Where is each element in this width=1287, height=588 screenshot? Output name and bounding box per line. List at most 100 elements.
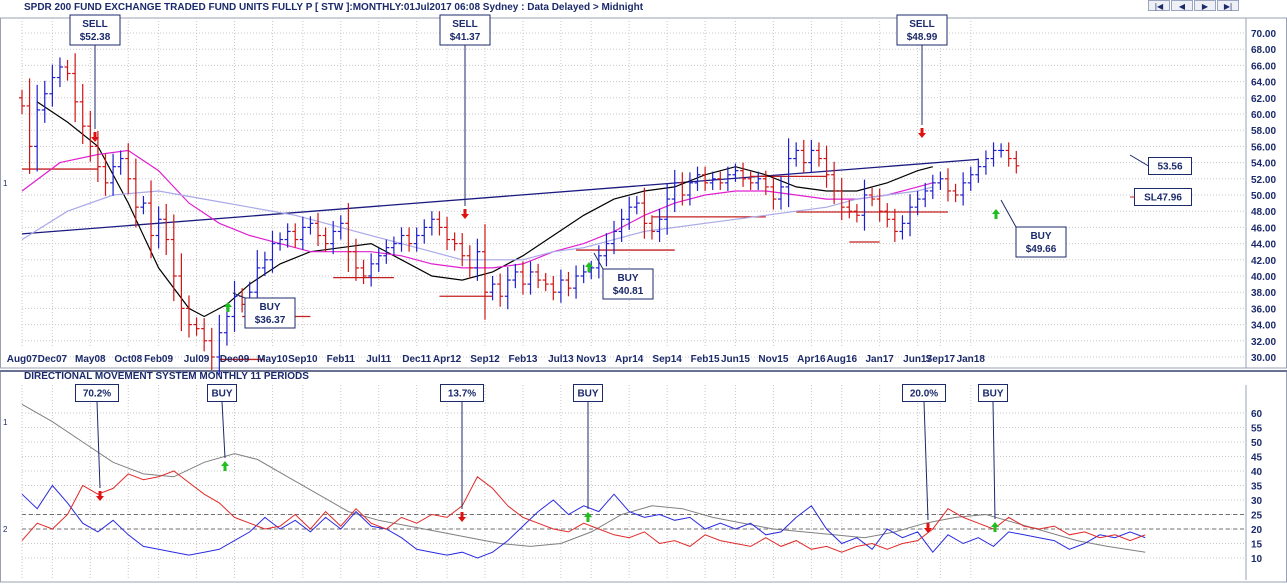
ohlc-bar [853,204,860,223]
moving-average-long [21,186,933,261]
indicator-tick-label: 35 [1251,482,1263,493]
sell-arrow-icon [918,128,926,138]
ohlc-bar [292,223,299,248]
price-signal-sell-text: SELL [452,19,478,30]
ohlc-bar [231,280,238,332]
price-callout: 53.56 [1148,157,1192,175]
price-tick-label: 56.00 [1251,142,1276,153]
ohlc-bar [383,239,390,264]
ohlc-bar [664,183,671,235]
ohlc-bar [550,276,557,301]
ohlc-bar [922,182,929,208]
x-tick-label: Jul09 [184,354,210,365]
ohlc-bar [747,171,754,190]
price-signal-buy-text: $49.66 [1026,244,1057,255]
ohlc-bar [459,233,466,267]
buy-arrow-icon [221,461,229,471]
ohlc-bar [466,245,473,279]
price-signal-sell-text: $48.99 [907,32,938,43]
price-signal-sell-text: SELL [909,19,935,30]
dmi-signal-buy-text: BUY [577,389,598,400]
ohlc-bar [421,219,428,244]
ohlc-bar [679,172,686,206]
ohlc-bar [299,216,306,251]
ohlc-bar [618,208,625,242]
ohlc-bar [907,194,914,237]
nav-first-button[interactable]: |◀ [1148,0,1170,11]
ohlc-bar [717,171,724,190]
buy-arrow-icon [584,512,592,522]
price-tick-label: 52.00 [1251,175,1276,186]
ohlc-bar [611,220,618,255]
signal-leader-line [923,401,929,521]
price-callout: SL47.96 [1134,188,1192,206]
ohlc-bar [702,166,709,191]
ohlc-bar [315,212,322,247]
ohlc-bar [626,196,633,230]
ohlc-bar [322,227,329,252]
ohlc-bar [201,318,208,352]
ohlc-bar [778,176,784,210]
dmi-signal-sell: 13.7% [440,384,484,402]
buy-arrow-icon [224,302,232,312]
sell-arrow-icon [91,132,99,142]
price-tick-label: 62.00 [1251,94,1276,105]
ohlc-bar [838,177,845,221]
price-tick-label: 34.00 [1251,321,1276,332]
price-tick-label: 46.00 [1251,223,1276,234]
ohlc-bar [656,208,663,242]
indicator-tick-label: 40 [1251,467,1263,478]
ohlc-bar [375,247,382,272]
signal-leader-line [593,252,604,270]
ohlc-bar [937,171,944,190]
ohlc-bar [861,179,868,231]
nav-last-button[interactable]: ▶| [1217,0,1239,11]
ohlc-bar [284,223,291,248]
price-callout-text: SL47.96 [1144,193,1182,204]
ohlc-bar [565,271,572,297]
ohlc-bar [944,168,951,202]
indicator-tick-label: 55 [1251,424,1263,435]
ohlc-bar [163,203,170,255]
ohlc-bar [360,259,367,285]
price-tick-label: 30.00 [1251,353,1276,364]
ohlc-bar [535,263,542,289]
x-tick-label: Jan18 [957,354,986,365]
ohlc-bar [732,163,739,182]
dmi-signal-sell: 20.0% [902,384,946,402]
ohlc-bar [140,195,147,215]
ohlc-bar [307,216,314,235]
price-signal-buy-box [244,297,296,329]
price-signal-buy: BUY $36.37 [244,297,296,329]
price-signal-buy-text: BUY [617,273,638,284]
signal-leader-line [96,401,101,489]
price-tick-label: 50.00 [1251,191,1276,202]
ohlc-bar [648,215,655,240]
price-tick-label: 66.00 [1251,61,1276,72]
price-tick-label: 58.00 [1251,126,1276,137]
nav-prev-button[interactable]: ◀ [1171,0,1193,11]
ohlc-bar [527,261,534,295]
ohlc-bar [185,295,192,338]
dmi-signal-sell-text: 70.2% [83,389,111,400]
ohlc-bar [87,110,94,162]
ohlc-bar [352,238,359,281]
price-signal-buy-text: $40.81 [613,286,644,297]
ohlc-bar [428,211,435,236]
nav-next-button[interactable]: ▶ [1194,0,1216,11]
ohlc-bar [208,327,215,370]
sell-arrow-icon [924,523,932,533]
x-tick-label: Feb15 [691,354,720,365]
ohlc-bar [79,84,86,144]
ohlc-bar [755,171,762,190]
dmi-signal-sell-text: 13.7% [448,389,476,400]
ohlc-bar [891,208,898,242]
price-signal-sell: SELL $48.99 [896,14,948,46]
ohlc-bar [132,158,139,228]
dmi-signal-buy: BUY [978,384,1008,402]
ohlc-bar [975,158,982,183]
ohlc-bar [603,233,610,267]
ohlc-bar [398,227,405,252]
